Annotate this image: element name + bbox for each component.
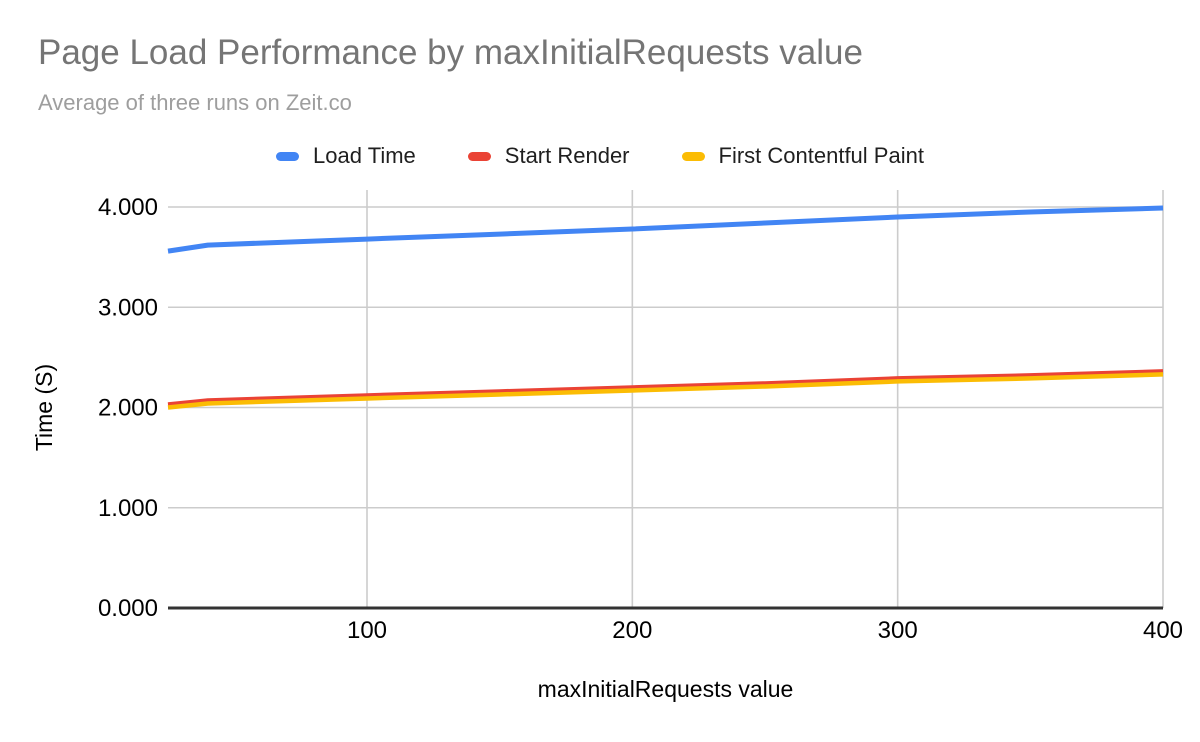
- x-tick-label-100: 100: [347, 617, 387, 644]
- y-tick-label-2: 2.000: [98, 395, 158, 422]
- x-axis-title: maxInitialRequests value: [538, 676, 794, 702]
- y-tick-label-3: 3.000: [98, 294, 158, 321]
- legend-swatch-start-render: [467, 151, 491, 161]
- y-tick-label-4: 4.000: [98, 194, 158, 221]
- x-tick-labels: 100 200 300 400: [347, 617, 1183, 644]
- legend-label: Start Render: [504, 143, 630, 168]
- y-gridlines: [168, 206, 1163, 509]
- x-gridlines: [366, 190, 1164, 608]
- x-tick-label-200: 200: [612, 617, 652, 644]
- legend-item-first-contentful-paint: First Contentful Paint: [681, 143, 924, 169]
- legend-label: Load Time: [313, 143, 416, 168]
- series-line-load-time: [167, 205, 1164, 254]
- y-tick-labels: 0.000 1.000 2.000 3.000 4.000: [98, 194, 158, 622]
- chart-subtitle: Average of three runs on Zeit.co: [38, 90, 352, 115]
- chart-title: Page Load Performance by maxInitialReque…: [38, 33, 863, 72]
- legend-label: First Contentful Paint: [718, 143, 924, 168]
- y-tick-label-0: 0.000: [98, 595, 158, 622]
- x-tick-label-400: 400: [1143, 617, 1183, 644]
- x-tick-label-300: 300: [878, 617, 918, 644]
- legend-swatch-load-time: [276, 151, 300, 161]
- y-axis-title: Time (S): [31, 364, 57, 451]
- series-line-first-contentful-paint: [167, 372, 1164, 410]
- y-tick-label-1: 1.000: [98, 495, 158, 522]
- legend-swatch-first-contentful-paint: [681, 151, 705, 161]
- legend-item-load-time: Load Time: [276, 143, 416, 169]
- legend-item-start-render: Start Render: [467, 143, 630, 169]
- series-line-start-render: [167, 369, 1164, 407]
- legend: Load Time Start Render First Contentful Pa…: [0, 143, 1200, 169]
